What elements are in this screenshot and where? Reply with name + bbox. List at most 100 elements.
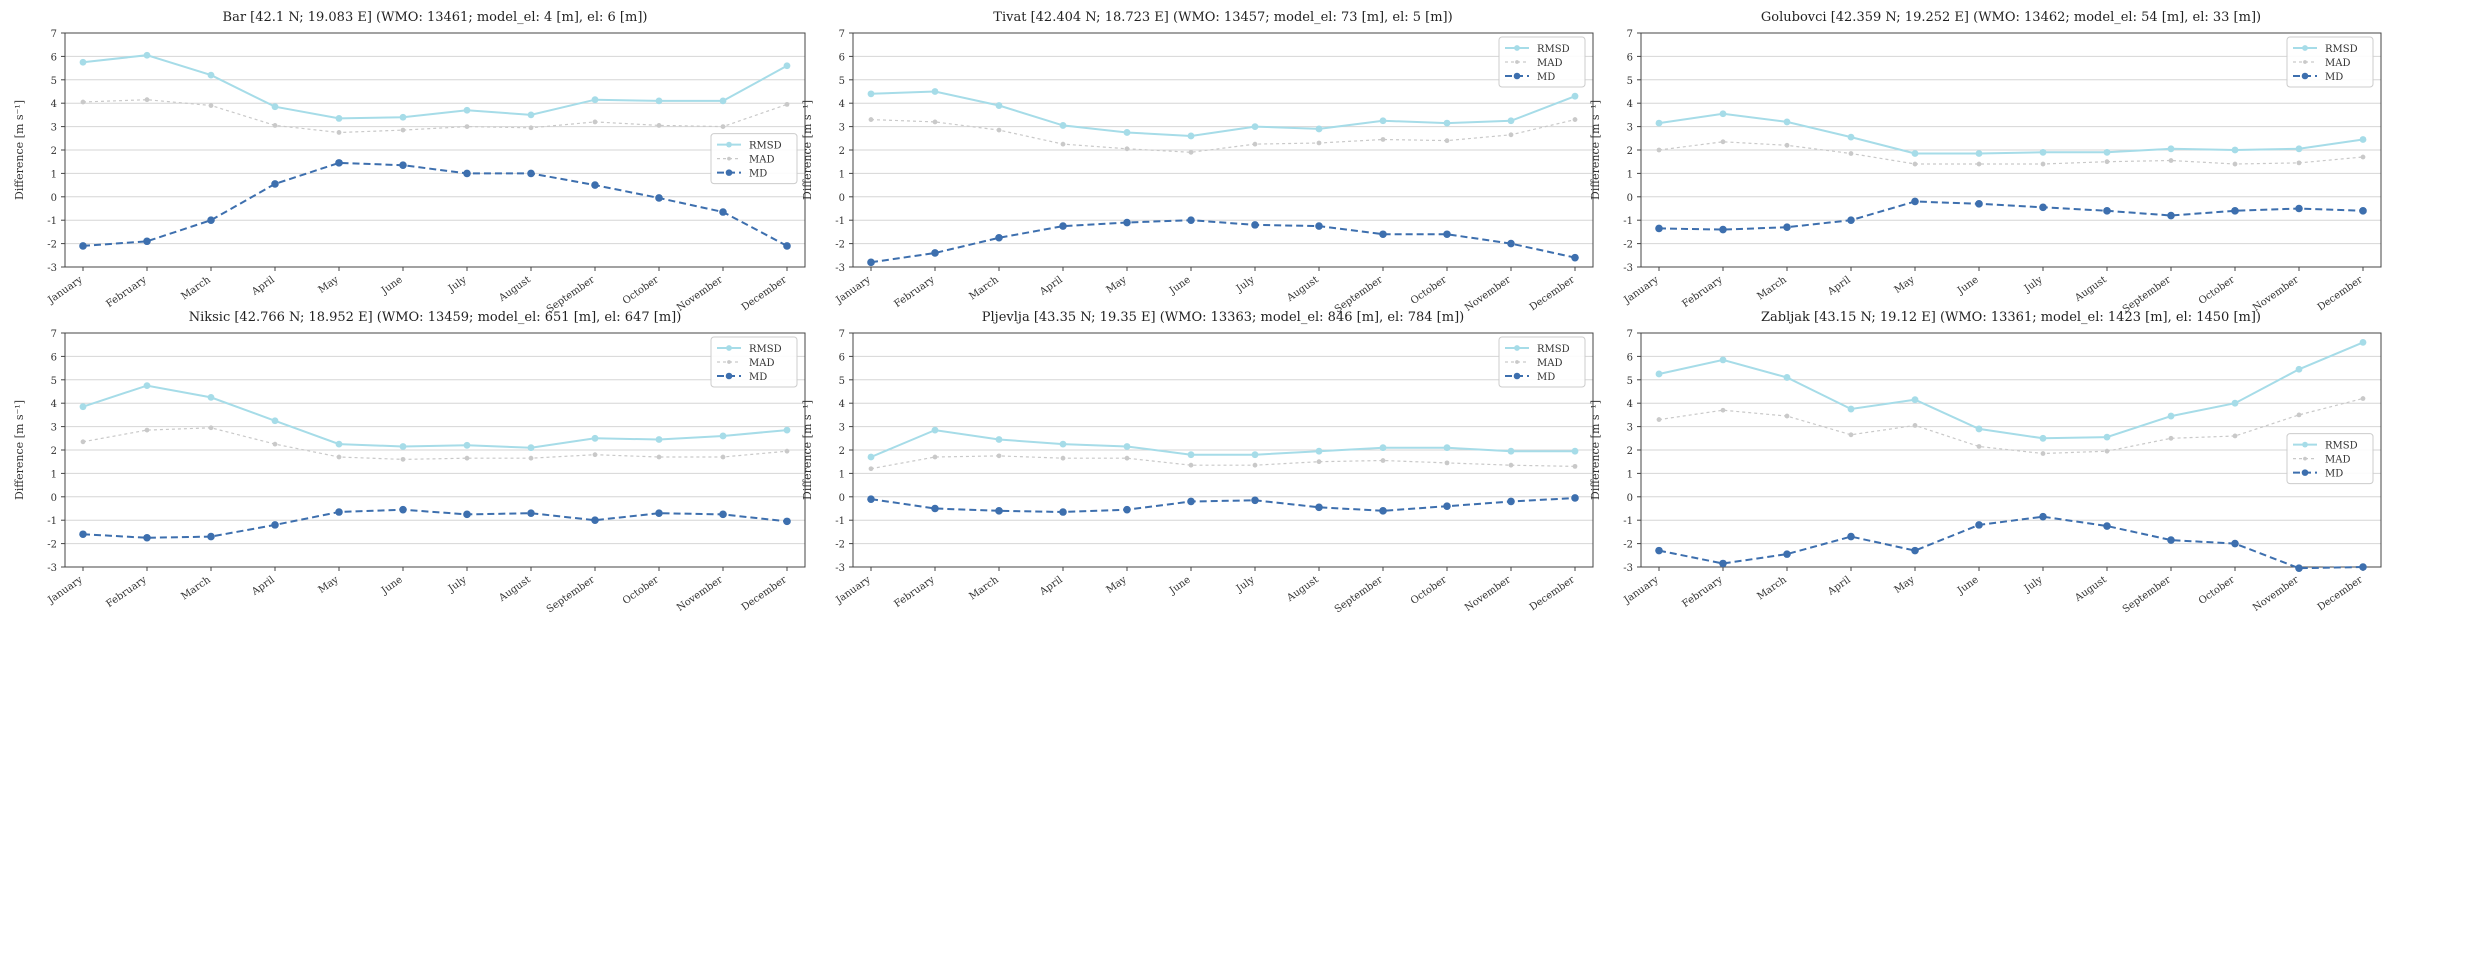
y-tick-label: 5 xyxy=(51,376,57,387)
data-point-rmsd xyxy=(867,453,875,461)
x-tick-label: April xyxy=(249,574,276,598)
legend: RMSD MAD MD xyxy=(710,133,798,185)
legend-label: MD xyxy=(2325,72,2343,83)
y-tick-label: -3 xyxy=(835,263,845,274)
y-tick-label: -2 xyxy=(1623,540,1633,551)
data-point-md xyxy=(2039,203,2047,212)
x-tick-label: November xyxy=(2251,574,2301,613)
y-tick-label: 2 xyxy=(839,446,845,457)
legend-label: MAD xyxy=(1537,58,1562,69)
legend-box xyxy=(1498,336,1586,388)
data-point-mad xyxy=(2040,451,2046,456)
data-point-md xyxy=(1783,223,1791,232)
x-tick-label: November xyxy=(1463,574,1513,613)
data-point-md xyxy=(1847,216,1855,224)
y-tick-label: 3 xyxy=(839,123,845,134)
legend-box xyxy=(2286,433,2374,485)
data-point-rmsd xyxy=(591,96,599,104)
y-tick-label: 6 xyxy=(51,352,57,363)
y-tick-label: 5 xyxy=(1627,76,1633,87)
y-tick-label: -3 xyxy=(835,563,845,574)
data-point-md xyxy=(2167,536,2175,544)
plot-frame xyxy=(852,32,1594,268)
y-tick-label: 2 xyxy=(839,146,845,157)
x-tick-label: January xyxy=(45,574,85,606)
y-tick-label: 3 xyxy=(51,123,57,134)
x-tick-label: December xyxy=(740,574,789,613)
legend-box xyxy=(710,336,798,388)
x-tick-label: July xyxy=(446,574,469,595)
data-point-rmsd xyxy=(655,97,663,105)
data-point-rmsd xyxy=(1187,132,1195,140)
y-tick-label: -3 xyxy=(47,263,57,274)
y-tick-label: 4 xyxy=(1627,99,1633,110)
x-tick-label: February xyxy=(104,574,149,610)
legend-label: MAD xyxy=(2325,58,2350,69)
x-tick-label: September xyxy=(2121,574,2173,615)
data-point-mad xyxy=(1444,138,1450,144)
data-point-rmsd xyxy=(2231,399,2239,407)
series-line-mad xyxy=(1658,397,2364,455)
x-tick-label: January xyxy=(45,274,85,306)
y-tick-label: 5 xyxy=(839,76,845,87)
data-point-mad xyxy=(1380,458,1386,463)
data-point-rmsd xyxy=(2167,145,2175,153)
x-tick-label: October xyxy=(2197,274,2237,307)
data-point-rmsd xyxy=(2231,146,2239,154)
data-point-md xyxy=(995,507,1003,515)
y-axis-label: Difference [m s⁻¹] xyxy=(801,100,814,200)
x-tick-label: January xyxy=(833,574,873,606)
x-tick-label: November xyxy=(1463,274,1513,313)
legend-label: MD xyxy=(1537,372,1555,383)
data-point-mad xyxy=(80,439,86,445)
series-line-rmsd xyxy=(82,384,788,449)
data-point-mad xyxy=(2168,158,2174,163)
chart-title: Tivat [42.404 N; 18.723 E] (WMO: 13457; … xyxy=(993,10,1452,25)
data-point-rmsd xyxy=(1719,110,1727,118)
chart-title: Pljevlja [43.35 N; 19.35 E] (WMO: 13363;… xyxy=(982,310,1464,325)
data-point-md xyxy=(867,495,875,503)
y-tick-label: -3 xyxy=(1623,263,1633,274)
y-tick-label: 2 xyxy=(1627,446,1633,457)
y-tick-label: -2 xyxy=(1623,240,1633,251)
data-point-md xyxy=(783,242,791,250)
data-point-md xyxy=(1655,224,1663,233)
data-point-mad xyxy=(1252,462,1258,468)
plot-frame xyxy=(64,332,806,568)
data-point-mad xyxy=(1784,142,1790,148)
x-tick-label: February xyxy=(1680,574,1725,610)
data-point-md xyxy=(463,510,471,519)
y-tick-label: 0 xyxy=(839,493,845,504)
data-point-md xyxy=(143,237,151,246)
data-point-md xyxy=(1251,221,1259,229)
data-point-rmsd xyxy=(995,436,1003,443)
data-point-mad xyxy=(2104,448,2110,454)
data-point-rmsd xyxy=(1059,122,1067,129)
data-point-mad xyxy=(80,99,86,105)
data-point-mad xyxy=(656,123,662,128)
x-tick-label: December xyxy=(2316,274,2365,313)
data-point-rmsd xyxy=(2039,434,2047,442)
data-point-md xyxy=(271,180,279,188)
data-point-md xyxy=(527,509,535,517)
data-point-mad xyxy=(1848,151,1854,156)
x-tick-label: March xyxy=(1755,574,1789,602)
data-point-rmsd xyxy=(1655,119,1663,127)
data-point-mad xyxy=(1572,117,1578,122)
x-tick-label: March xyxy=(967,574,1001,602)
data-point-mad xyxy=(996,127,1002,133)
legend-label: MAD xyxy=(749,155,774,166)
series-line-mad xyxy=(82,427,788,461)
data-point-rmsd xyxy=(1123,443,1131,450)
legend-label: MAD xyxy=(749,358,774,369)
data-point-md xyxy=(931,249,939,257)
y-tick-label: 0 xyxy=(1627,193,1633,204)
y-tick-label: 7 xyxy=(1627,329,1633,340)
data-point-mad xyxy=(1976,444,1982,449)
data-point-md xyxy=(867,258,875,267)
data-point-mad xyxy=(784,448,790,454)
series-line-mad xyxy=(1658,141,2364,165)
data-point-mad xyxy=(868,117,874,122)
x-tick-label: March xyxy=(1755,274,1789,302)
data-point-rmsd xyxy=(463,441,471,449)
